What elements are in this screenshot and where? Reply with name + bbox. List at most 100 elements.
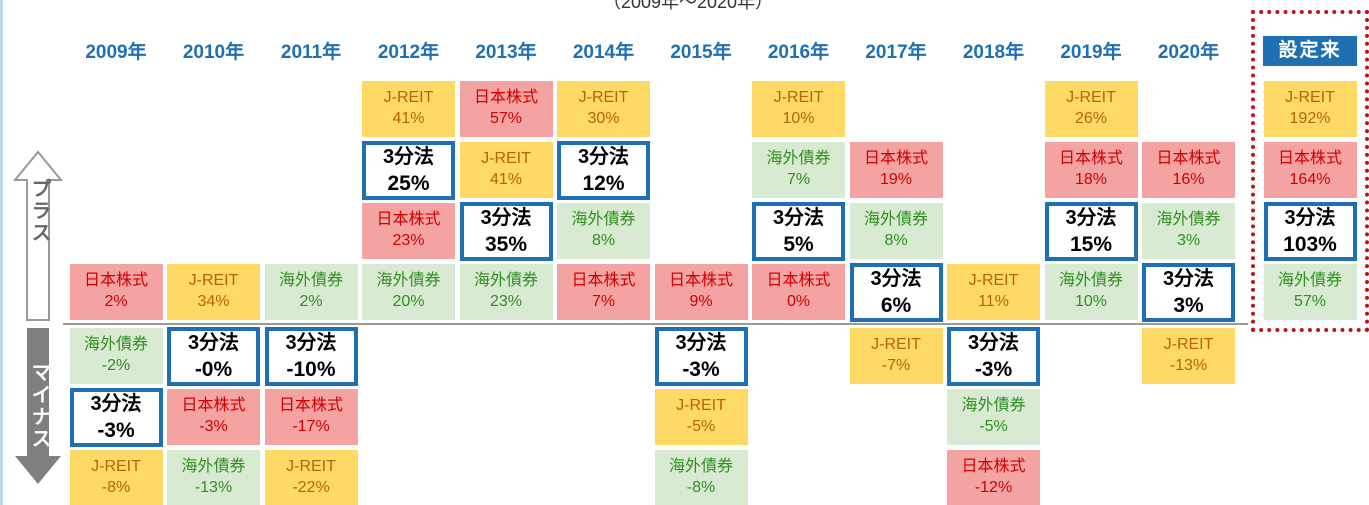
- cell-value: 8%: [884, 232, 908, 249]
- cell-label: 海外債券: [668, 458, 733, 476]
- cell-value: 16%: [1172, 171, 1205, 188]
- cell: 日本株式 -12%: [947, 450, 1040, 505]
- cell-value: 103%: [1283, 232, 1337, 256]
- cell: 海外債券 57%: [1263, 264, 1357, 320]
- cell-label: 日本株式: [863, 150, 928, 168]
- cell-label: 3分法: [382, 145, 435, 168]
- cell: J-REIT 41%: [362, 81, 455, 137]
- cell-value: -17%: [292, 418, 330, 435]
- header: 2019年: [1060, 42, 1122, 63]
- cell-value: 34%: [197, 293, 230, 310]
- cell-label: J-REIT: [676, 397, 726, 415]
- cell: 3分法 5%: [752, 202, 845, 261]
- cell: 日本株式 -17%: [264, 389, 358, 445]
- cell: 海外債券 -8%: [654, 450, 748, 505]
- cell-value: 15%: [1069, 232, 1113, 256]
- cell-label: 日本株式: [571, 272, 636, 290]
- minus-label: マイナス: [28, 362, 50, 450]
- cell-value: 3%: [1176, 232, 1201, 249]
- cell-value: 30%: [587, 110, 620, 127]
- header: 2020年: [1157, 42, 1220, 63]
- subtitle: （2009年～2020年）: [602, 0, 774, 12]
- cell: J-REIT 11%: [947, 264, 1040, 320]
- header: 2011年: [280, 42, 342, 63]
- cell-label: J-REIT: [481, 150, 531, 168]
- cell: 3分法 35%: [459, 202, 553, 261]
- cell-label: 3分法: [577, 145, 630, 168]
- cell-value: 41%: [489, 171, 523, 188]
- cell-label: 海外債券: [278, 272, 343, 290]
- cell-value: 25%: [387, 171, 430, 195]
- cell-value: -10%: [286, 357, 336, 381]
- cell: 日本株式 7%: [557, 264, 650, 320]
- cell: 日本株式 9%: [654, 264, 748, 320]
- cell-value: 11%: [978, 293, 1009, 310]
- cell: 3分法 15%: [1044, 202, 1138, 261]
- cell: J-REIT 34%: [167, 264, 260, 320]
- cell-label: 海外債券: [376, 272, 441, 290]
- cell-value: 3%: [1173, 293, 1204, 317]
- cell: 日本株式 0%: [752, 264, 845, 320]
- cell: 日本株式 -3%: [167, 389, 260, 445]
- cell-value: -5%: [979, 418, 1008, 435]
- cell: 3分法 3%: [1142, 263, 1235, 322]
- cell: 3分法 6%: [849, 263, 943, 322]
- cell: 3分法 -3%: [947, 327, 1040, 386]
- cell: 海外債券 -2%: [69, 328, 163, 384]
- cell-value: -2%: [101, 357, 131, 374]
- cell: J-REIT -8%: [69, 450, 163, 505]
- cell-label: J-REIT: [578, 89, 629, 107]
- cell-value: -3%: [97, 418, 135, 442]
- header: 2016年: [767, 42, 830, 63]
- arrows: [12, 150, 64, 484]
- cell-value: -7%: [881, 357, 911, 374]
- cell-value: 6%: [880, 293, 912, 317]
- cell-label: 海外債券: [473, 272, 538, 290]
- header: 2015年: [670, 42, 732, 63]
- cell: 日本株式 23%: [362, 203, 455, 259]
- cell-label: 日本株式: [668, 272, 733, 290]
- cell: 日本株式 57%: [459, 81, 553, 137]
- cell-label: 3分法: [90, 392, 142, 415]
- cell: J-REIT 10%: [752, 81, 845, 137]
- cell-value: -8%: [101, 479, 131, 496]
- cell-label: 日本株式: [83, 272, 148, 290]
- cell: 3分法 25%: [362, 141, 455, 200]
- header: 2014年: [572, 42, 635, 63]
- cell: 3分法 -0%: [167, 327, 260, 386]
- cell-value: -22%: [292, 479, 330, 496]
- cell-value: 20%: [392, 293, 425, 310]
- cell: 日本株式 16%: [1142, 142, 1235, 198]
- cell-value: 12%: [582, 171, 625, 195]
- cell-label: J-REIT: [1285, 89, 1335, 107]
- header: 2009年: [85, 42, 147, 63]
- cell-label: 海外債券: [1156, 211, 1221, 229]
- cell: 海外債券 2%: [264, 264, 358, 320]
- cell-value: 9%: [689, 293, 713, 310]
- highlight-box: [1251, 10, 1369, 332]
- cell-label: 日本株式: [961, 458, 1026, 476]
- cell-value: -13%: [194, 479, 233, 496]
- cell-value: -8%: [686, 479, 716, 496]
- cell: J-REIT -13%: [1142, 328, 1235, 384]
- cell: J-REIT 26%: [1044, 81, 1138, 137]
- cell-value: -3%: [199, 418, 228, 435]
- cell: J-REIT -5%: [654, 389, 748, 445]
- cell: 海外債券 7%: [752, 142, 845, 198]
- cell-label: 3分法: [675, 331, 727, 354]
- cell-value: 7%: [591, 293, 616, 310]
- cell: 海外債券 23%: [459, 264, 553, 320]
- cell-label: 3分法: [772, 206, 825, 229]
- cell-label: 日本株式: [473, 89, 538, 107]
- cell-label: 3分法: [285, 331, 337, 354]
- cell-value: 10%: [782, 110, 815, 127]
- cell: J-REIT -7%: [849, 328, 943, 384]
- cell-label: J-REIT: [871, 336, 921, 354]
- cell-value: 57%: [489, 110, 523, 127]
- cell-label: 海外債券: [961, 397, 1026, 415]
- cell-value: 26%: [1074, 110, 1108, 127]
- cell-label: J-REIT: [91, 458, 141, 476]
- cell-value: 7%: [786, 171, 811, 188]
- cell-label: 3分法: [187, 331, 240, 354]
- cell: 3分法 103%: [1263, 202, 1357, 261]
